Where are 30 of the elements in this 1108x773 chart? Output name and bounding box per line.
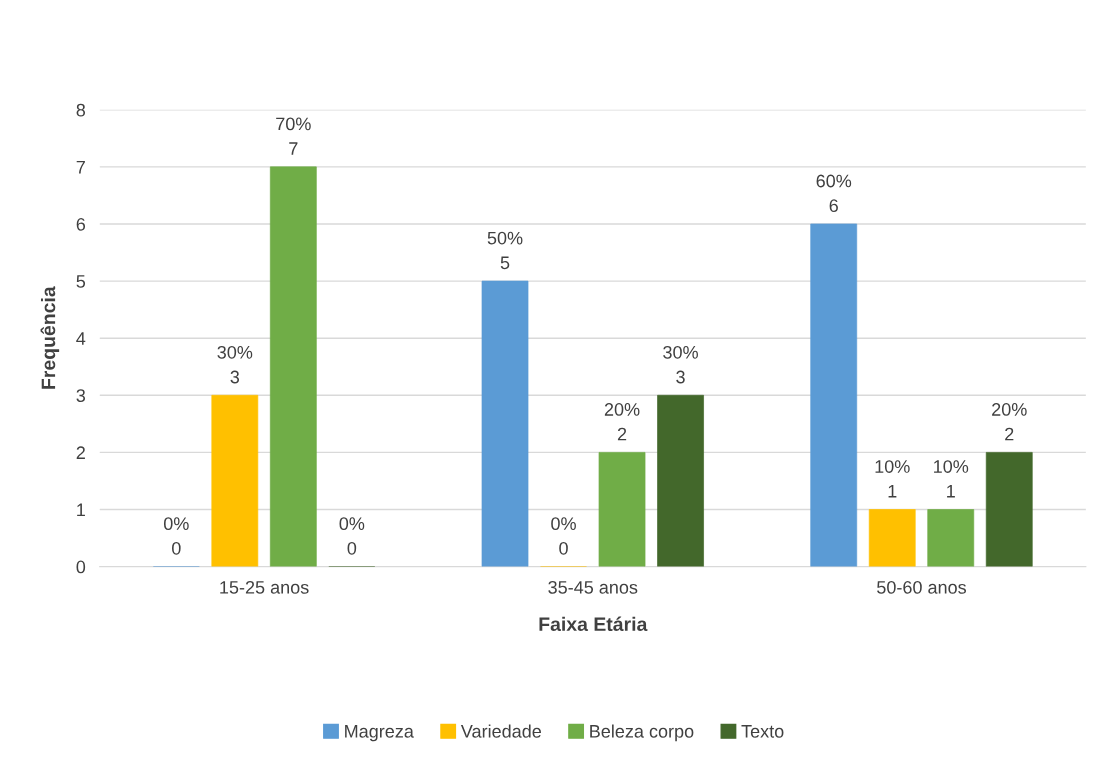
y-tick-label: 5 [76, 275, 86, 288]
data-label: 70% 7 [276, 117, 311, 155]
data-label: 30% 3 [663, 345, 698, 384]
x-tick-label: 35-45 anos [548, 580, 638, 594]
y-tick-label: 8 [76, 103, 86, 117]
data-label: 60% 6 [816, 174, 852, 213]
y-axis-title: Frequência [40, 286, 60, 389]
legend-label: Beleza corpo [590, 724, 694, 742]
y-tick-label: 6 [76, 217, 86, 231]
data-label: 10% 1 [875, 460, 910, 498]
y-tick-label: 4 [76, 332, 86, 345]
data-label: 0% 0 [339, 517, 365, 555]
data-label: 20% 2 [604, 403, 640, 441]
legend-label: Magreza [345, 725, 414, 742]
y-tick-label: 2 [76, 446, 85, 459]
x-axis-title: Faixa Etária [539, 616, 648, 632]
data-label: 30% 3 [217, 345, 253, 384]
y-tick-label: 3 [76, 389, 86, 403]
data-label: 0% 0 [551, 517, 576, 555]
y-tick-label: 7 [76, 160, 85, 174]
data-label: 50% 5 [487, 231, 523, 270]
data-label: 0% 0 [163, 517, 189, 555]
y-tick-label: 1 [77, 503, 85, 517]
y-tick-label: 0 [76, 560, 86, 574]
legend-label: Texto [741, 725, 784, 738]
data-label: 20% 2 [992, 403, 1027, 441]
data-label: 10% 1 [934, 460, 969, 498]
legend-label: Variedade [460, 724, 542, 738]
x-tick-label: 50-60 anos [877, 580, 967, 594]
x-tick-label: 15-25 anos [220, 580, 309, 594]
